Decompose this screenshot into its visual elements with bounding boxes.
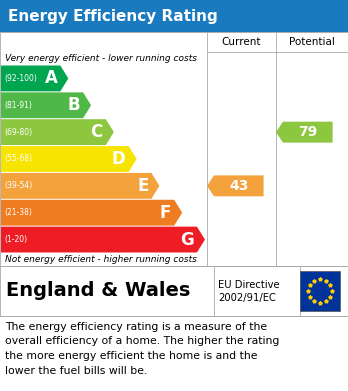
Text: 2002/91/EC: 2002/91/EC <box>218 294 276 303</box>
Text: (39-54): (39-54) <box>4 181 32 190</box>
Text: (69-80): (69-80) <box>4 127 32 136</box>
Text: B: B <box>68 96 80 114</box>
Text: A: A <box>45 70 57 88</box>
Polygon shape <box>1 66 68 91</box>
Text: Potential: Potential <box>289 37 335 47</box>
Text: 43: 43 <box>229 179 248 193</box>
Polygon shape <box>1 173 159 199</box>
Polygon shape <box>276 122 333 143</box>
Bar <box>0 0 348 32</box>
Text: Very energy efficient - lower running costs: Very energy efficient - lower running co… <box>5 54 197 63</box>
Text: G: G <box>180 231 194 249</box>
Text: The energy efficiency rating is a measure of the: The energy efficiency rating is a measur… <box>5 322 267 332</box>
Bar <box>0 266 348 316</box>
Text: E: E <box>137 177 148 195</box>
Text: (92-100): (92-100) <box>4 74 37 83</box>
Polygon shape <box>1 92 91 118</box>
Text: Not energy efficient - higher running costs: Not energy efficient - higher running co… <box>5 255 197 264</box>
Text: the more energy efficient the home is and the: the more energy efficient the home is an… <box>5 351 258 361</box>
Text: EU Directive: EU Directive <box>218 280 280 290</box>
Text: (81-91): (81-91) <box>4 101 32 110</box>
Polygon shape <box>1 227 205 253</box>
Text: Current: Current <box>222 37 261 47</box>
Bar <box>0 32 348 266</box>
Polygon shape <box>1 146 137 172</box>
Text: (1-20): (1-20) <box>4 235 27 244</box>
Text: F: F <box>160 204 171 222</box>
Polygon shape <box>1 119 114 145</box>
Text: (21-38): (21-38) <box>4 208 32 217</box>
Text: Energy Efficiency Rating: Energy Efficiency Rating <box>8 9 218 23</box>
Text: overall efficiency of a home. The higher the rating: overall efficiency of a home. The higher… <box>5 337 279 346</box>
Text: D: D <box>112 150 126 168</box>
Text: lower the fuel bills will be.: lower the fuel bills will be. <box>5 366 147 375</box>
Text: 79: 79 <box>298 125 317 139</box>
Polygon shape <box>1 200 182 226</box>
Bar <box>300 271 340 311</box>
Text: C: C <box>90 123 103 141</box>
Polygon shape <box>207 176 263 196</box>
Text: (55-68): (55-68) <box>4 154 32 163</box>
Text: England & Wales: England & Wales <box>6 282 190 301</box>
